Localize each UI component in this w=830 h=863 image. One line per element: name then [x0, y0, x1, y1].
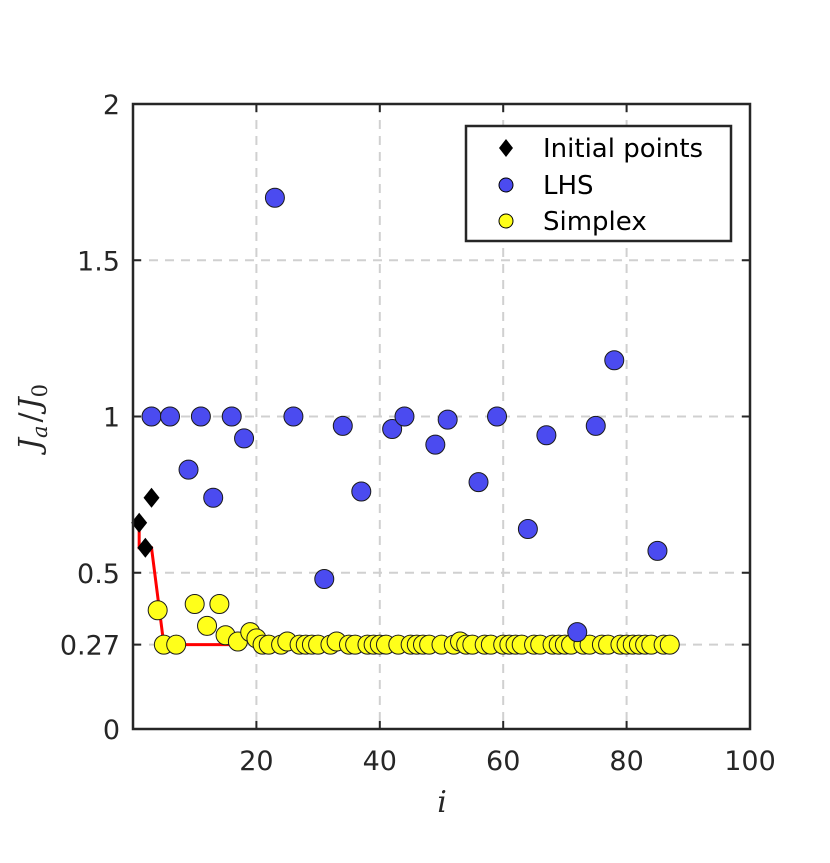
- lhs-point: [190, 406, 211, 427]
- lhs-point: [314, 569, 335, 589]
- legend-simplex-marker: [498, 213, 514, 229]
- legend: Initial points LHS Simplex: [464, 124, 733, 243]
- lhs-point: [567, 622, 588, 643]
- lhs-point: [425, 434, 446, 455]
- lhs-point: [178, 459, 199, 480]
- y-tick-label: 0: [103, 715, 120, 746]
- legend-initial-points-marker: [499, 139, 513, 157]
- lhs-point: [487, 406, 508, 427]
- lhs-point: [332, 415, 353, 436]
- x-tick-label: 80: [609, 746, 643, 777]
- initial-point-marker: [131, 512, 148, 533]
- lhs-point: [585, 415, 606, 436]
- y-axis-label: Ja/J0: [13, 384, 52, 456]
- lhs-point: [351, 481, 372, 502]
- initial-point-marker: [137, 537, 154, 558]
- lhs-point: [604, 350, 625, 371]
- lhs-point: [647, 540, 668, 561]
- legend-initial-points-label: Initial points: [543, 134, 703, 164]
- simplex-point: [209, 594, 230, 614]
- y-axis-label-sub-a: a: [28, 425, 52, 438]
- lhs-point: [141, 406, 162, 427]
- lhs-point: [394, 406, 415, 427]
- lhs-point: [234, 428, 255, 449]
- lhs-point: [160, 406, 181, 427]
- y-tick-label: 1: [103, 403, 120, 434]
- markers: [131, 187, 680, 655]
- legend-lhs-label: LHS: [543, 171, 594, 201]
- y-tick-label: 0.27: [60, 631, 120, 662]
- simplex-point: [184, 594, 205, 614]
- legend-simplex-label: Simplex: [543, 207, 647, 237]
- x-axis-label: i: [437, 785, 447, 820]
- simplex-point: [659, 634, 680, 655]
- x-tick-label: 20: [239, 746, 273, 777]
- lhs-point: [468, 472, 489, 493]
- x-tick-label: 60: [486, 746, 520, 777]
- x-tick-label: 40: [363, 746, 397, 777]
- initial-point-marker: [143, 487, 160, 508]
- lhs-point: [517, 519, 538, 539]
- legend-lhs-marker: [498, 177, 514, 193]
- simplex-point: [147, 600, 168, 621]
- axis-ticks: 20 40 60 80 100 0 0.27 0.5 1 1.5 2: [60, 90, 776, 777]
- lhs-point: [536, 425, 557, 446]
- lhs-point: [283, 406, 304, 427]
- lhs-point: [437, 409, 458, 430]
- lhs-point: [203, 487, 224, 508]
- y-tick-label: 1.5: [77, 246, 120, 277]
- y-tick-label: 0.5: [77, 559, 120, 590]
- simplex-point: [197, 615, 218, 636]
- y-axis-label-slash: /: [13, 411, 48, 422]
- lhs-point: [221, 406, 242, 427]
- y-axis-label-main: J: [13, 436, 48, 456]
- lhs-point: [382, 419, 403, 439]
- x-tick-label: 100: [724, 746, 776, 777]
- simplex-point: [166, 634, 187, 655]
- y-axis-label-sub-0: 0: [28, 384, 52, 397]
- y-tick-label: 2: [103, 90, 120, 121]
- lhs-point: [264, 187, 285, 208]
